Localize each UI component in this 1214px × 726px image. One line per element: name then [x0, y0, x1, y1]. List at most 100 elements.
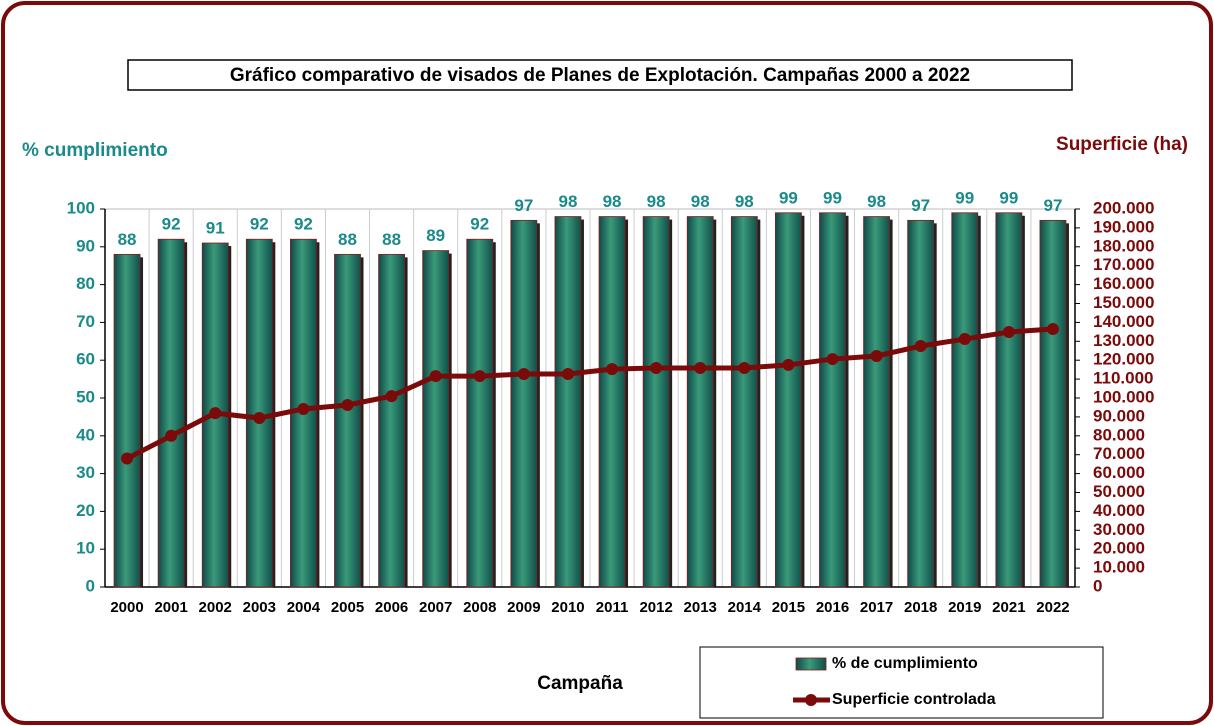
bar [1039, 219, 1067, 588]
x-tick-label: 2008 [463, 599, 496, 616]
y-tick-label: 100 [67, 198, 95, 217]
data-label: 98 [735, 192, 754, 211]
y2-tick-label: 20.000 [1093, 539, 1145, 558]
y2-tick-label: 70.000 [1093, 444, 1145, 463]
line-marker [517, 367, 530, 380]
y-axis-label: % cumplimiento [22, 140, 168, 161]
bar [466, 238, 494, 588]
line-marker [121, 452, 134, 465]
y-tick-label: 80 [76, 274, 95, 293]
x-tick-label: 2006 [375, 599, 408, 616]
y-tick-label: 50 [76, 387, 95, 406]
data-label: 91 [206, 219, 225, 238]
x-tick-label: 2010 [551, 599, 584, 616]
line-marker [650, 361, 663, 374]
bar [378, 253, 405, 588]
y2-tick-label: 100.000 [1093, 387, 1154, 406]
bar [995, 212, 1023, 588]
y-tick-label: 60 [76, 350, 95, 369]
y-tick-label: 30 [76, 463, 95, 482]
bar [819, 212, 846, 588]
y2-tick-label: 180.000 [1093, 236, 1154, 255]
x-tick-label: 2001 [154, 599, 187, 616]
x-tick-label: 2015 [772, 599, 805, 616]
bar [907, 219, 935, 588]
line-marker [209, 407, 222, 420]
y-tick-label: 90 [76, 236, 95, 255]
line-marker [341, 398, 354, 411]
y2-tick-label: 80.000 [1093, 425, 1145, 444]
data-label: 98 [647, 192, 666, 211]
bar [554, 216, 582, 588]
bar [730, 216, 758, 588]
line-marker [870, 350, 883, 363]
data-label: 99 [955, 188, 974, 207]
bar [334, 253, 361, 588]
legend-label: Superficie controlada [832, 691, 996, 708]
line-marker [561, 367, 574, 380]
data-label: 97 [1043, 196, 1062, 215]
y2-tick-label: 10.000 [1093, 558, 1145, 577]
x-tick-label: 2012 [639, 599, 672, 616]
x-tick-label: 2009 [507, 599, 540, 616]
line-marker [1002, 326, 1015, 339]
line-marker [826, 353, 839, 366]
y-tick-label: 70 [76, 312, 95, 331]
data-label: 99 [779, 188, 798, 207]
y-tick-label: 0 [86, 576, 95, 595]
x-tick-label: 2016 [816, 599, 849, 616]
bar [775, 212, 802, 588]
data-label: 88 [382, 230, 401, 249]
line-marker [606, 363, 619, 376]
y2-tick-label: 150.000 [1093, 293, 1154, 312]
y2-tick-label: 120.000 [1093, 350, 1154, 369]
y2-tick-label: 50.000 [1093, 482, 1145, 501]
legend-box [699, 646, 1104, 719]
data-label: 92 [250, 215, 269, 234]
data-label: 99 [823, 188, 842, 207]
x-tick-label: 2014 [728, 599, 762, 616]
x-tick-label: 2004 [287, 599, 321, 616]
data-label: 98 [867, 192, 886, 211]
line-marker [253, 412, 266, 425]
x-tick-label: 2018 [904, 599, 937, 616]
data-label: 88 [118, 230, 137, 249]
bar [863, 216, 890, 588]
y2-axis-label: Superficie (ha) [1056, 134, 1188, 155]
line-marker [694, 361, 707, 374]
y2-tick-label: 60.000 [1093, 463, 1145, 482]
data-label: 97 [514, 196, 533, 215]
bar [113, 253, 141, 588]
line-marker [297, 402, 310, 415]
bar [642, 216, 670, 588]
data-label: 98 [691, 192, 710, 211]
y2-tick-label: 0 [1093, 576, 1102, 595]
line-marker [914, 340, 927, 353]
x-tick-label: 2019 [948, 599, 981, 616]
data-label: 92 [294, 215, 313, 234]
legend-label: % de cumplimiento [832, 655, 978, 672]
y-tick-label: 10 [76, 539, 95, 558]
bar [157, 238, 185, 588]
data-label: 92 [162, 215, 181, 234]
y2-tick-label: 200.000 [1093, 198, 1154, 217]
chart-title: Gráfico comparativo de visados de Planes… [230, 65, 970, 86]
x-tick-label: 2000 [110, 599, 143, 616]
line-marker [429, 370, 442, 383]
line-marker [782, 358, 795, 371]
x-tick-label: 2017 [860, 599, 893, 616]
x-tick-label: 2003 [243, 599, 276, 616]
data-label: 98 [603, 192, 622, 211]
x-tick-label: 2002 [199, 599, 232, 616]
x-tick-label: 2021 [992, 599, 1025, 616]
y2-tick-label: 130.000 [1093, 331, 1154, 350]
y2-tick-label: 40.000 [1093, 501, 1145, 520]
line-marker [385, 390, 398, 403]
data-label: 98 [558, 192, 577, 211]
bar [951, 212, 979, 588]
x-axis-label: Campaña [537, 673, 623, 694]
y-tick-label: 40 [76, 425, 95, 444]
data-label: 89 [426, 226, 445, 245]
data-label: 97 [911, 196, 930, 215]
